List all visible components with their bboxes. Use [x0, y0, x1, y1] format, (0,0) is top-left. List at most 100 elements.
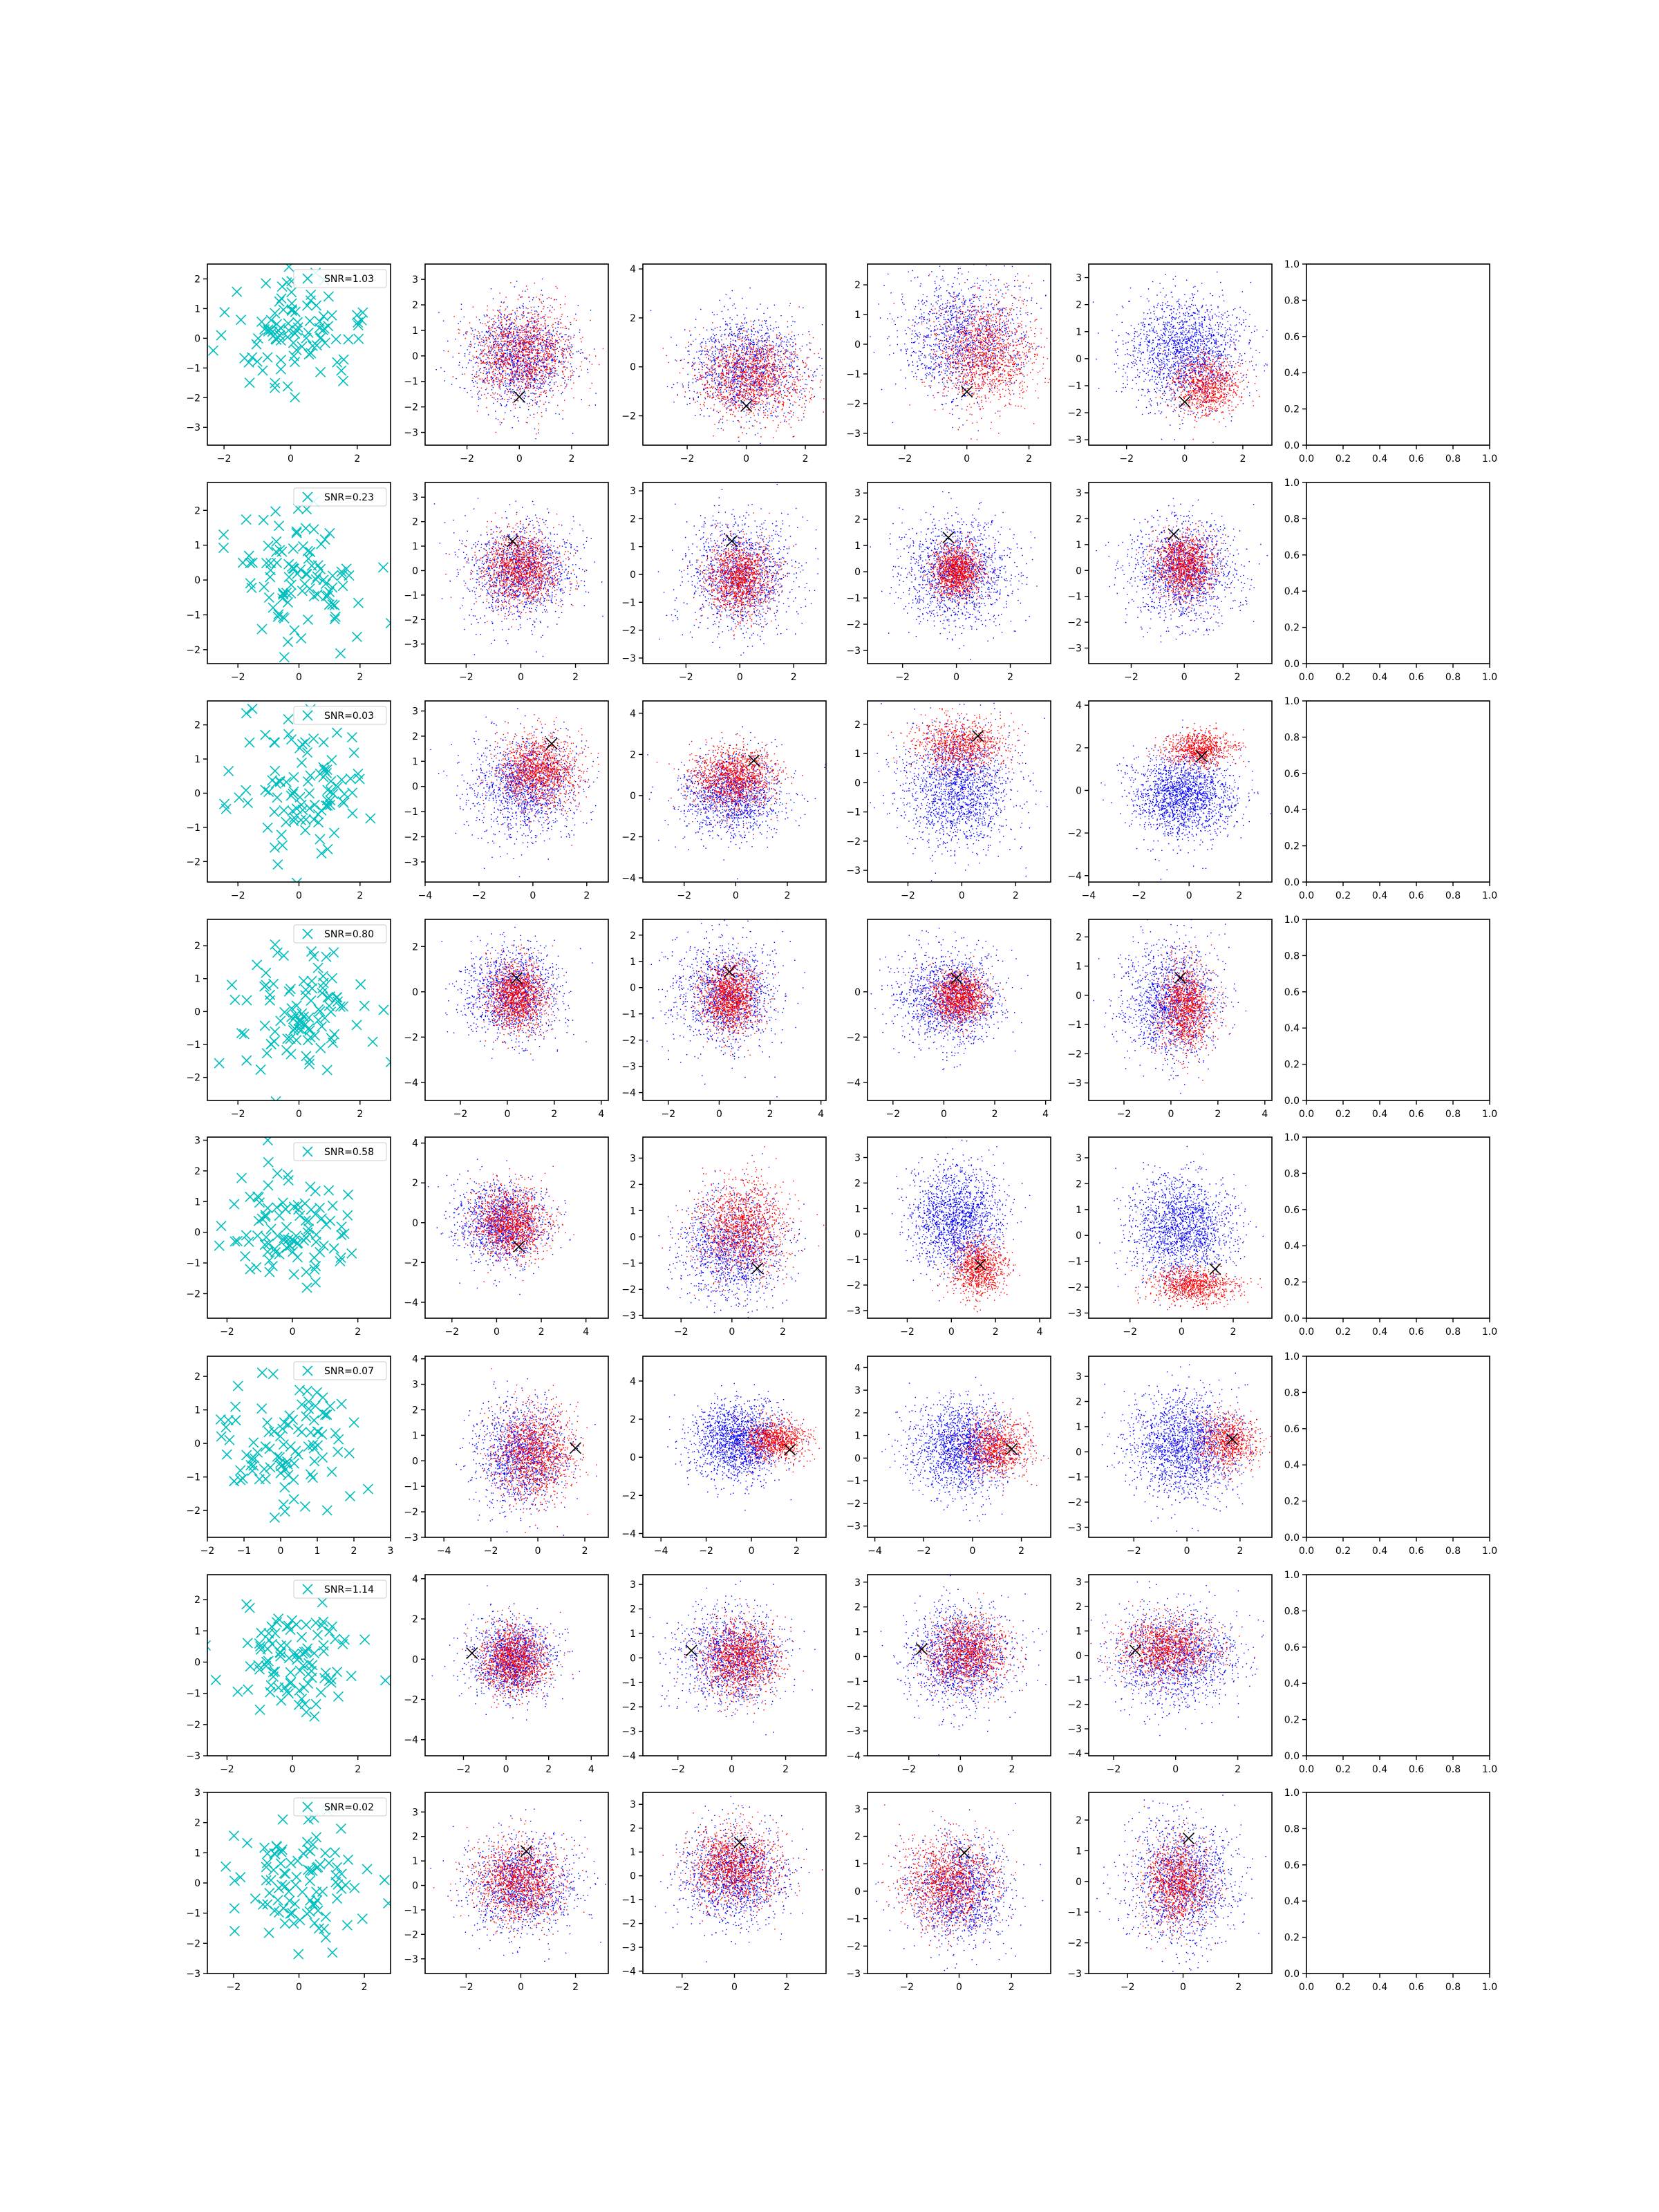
cyan-point [336, 365, 347, 376]
cyan-point [268, 1667, 279, 1678]
cyan-point [248, 1437, 259, 1448]
cyan-point [272, 1895, 283, 1906]
cyan-point [292, 1199, 303, 1211]
cyan-point [332, 1893, 343, 1904]
x-tick-label: −4 [437, 1546, 451, 1557]
cluster-scatter-panel: −4 −2 0 2 −3 −2 −1 0 1 2 3 4 [846, 1356, 1051, 1557]
y-tick-label: 0.0 [1284, 440, 1300, 451]
cyan-point [218, 529, 229, 541]
y-tick-label: 2 [412, 1614, 418, 1625]
cyan-point [315, 768, 326, 779]
cyan-scatter-panel: −2 0 2 −3 −2 −1 0 1 2 SNR=1.03 [186, 263, 391, 465]
cyan-point [303, 1215, 315, 1227]
y-tick-label: 0 [1076, 354, 1082, 365]
cyan-point [301, 1707, 312, 1718]
cyan-point [241, 995, 252, 1006]
cyan-point [256, 1403, 268, 1414]
cyan-point [260, 729, 271, 740]
cyan-point [300, 1215, 311, 1226]
axes-frame [867, 482, 1051, 664]
cyan-point [311, 1886, 322, 1897]
y-tick-label: 3 [412, 274, 418, 285]
y-tick-label: −3 [621, 1942, 636, 1953]
legend-label: SNR=0.23 [324, 492, 374, 503]
cyan-point [223, 1414, 234, 1426]
axes-frame [1306, 482, 1490, 664]
legend-label: SNR=1.14 [324, 1584, 374, 1595]
cyan-point [250, 1893, 261, 1904]
x-tick-label: 0.4 [1372, 453, 1387, 465]
scatter-points [441, 919, 593, 1061]
cyan-point [228, 1830, 240, 1841]
cyan-point [335, 1252, 346, 1264]
cyan-point [309, 1456, 320, 1467]
y-tick-label: 1 [412, 541, 418, 552]
cyan-point [288, 771, 299, 782]
x-tick-label: 2 [1239, 453, 1246, 465]
blue-points [1100, 720, 1271, 880]
y-tick-label: −1 [1067, 592, 1082, 603]
cyan-point [338, 1001, 349, 1012]
cyan-point [274, 776, 285, 787]
axes-frame [1088, 1792, 1273, 1974]
y-tick-label: 2 [194, 941, 200, 952]
y-tick-label: 1 [194, 754, 200, 765]
x-tick-label: 0.6 [1409, 672, 1424, 683]
y-tick-label: 0.8 [1284, 514, 1300, 525]
cluster-scatter-panel: −2 0 2 4 −4 −2 0 2 4 [404, 1574, 609, 1775]
cyan-point [277, 1423, 288, 1434]
y-tick-label: 1 [194, 1848, 200, 1859]
cyan-point [300, 1232, 312, 1244]
cyan-point [328, 827, 339, 838]
x-tick-label: 0.6 [1409, 1546, 1424, 1557]
cyan-point [263, 541, 274, 552]
y-tick-label: −1 [846, 1255, 861, 1266]
x-tick-label: 2 [355, 1327, 361, 1338]
cyan-point [265, 1875, 276, 1886]
y-tick-label: −2 [186, 1720, 200, 1731]
y-tick-label: 4 [630, 709, 636, 720]
x-tick-label: 0 [504, 1109, 510, 1120]
cyan-point [296, 1694, 308, 1705]
y-tick-label: −3 [621, 1311, 636, 1322]
cyan-point [300, 984, 311, 995]
y-tick-label: 0.8 [1284, 732, 1300, 743]
y-tick-label: 2 [630, 1604, 636, 1615]
y-tick-label: 0 [630, 791, 636, 802]
scatter-points [870, 491, 1038, 660]
y-tick-label: 4 [412, 1574, 418, 1585]
y-tick-label: 1.0 [1284, 915, 1300, 926]
cyan-point [229, 1903, 240, 1914]
cyan-point [268, 602, 279, 613]
x-tick-label: 2 [357, 1109, 363, 1120]
legend-box [293, 487, 387, 507]
y-tick-label: −1 [404, 807, 418, 818]
cyan-point [316, 1213, 327, 1224]
cyan-point [385, 617, 391, 629]
cyan-point [272, 947, 283, 958]
cyan-point [346, 1248, 357, 1259]
cyan-point [319, 1923, 330, 1935]
x-tick-label: 0 [290, 1764, 296, 1775]
cyan-point [247, 703, 258, 715]
cyan-point [219, 307, 230, 318]
y-tick-label: 3 [1076, 273, 1082, 284]
cyan-point [294, 1915, 306, 1926]
x-tick-label: −2 [459, 1982, 474, 1993]
x-tick-label: 2 [1235, 1764, 1241, 1775]
x-tick-label: 2 [1230, 1327, 1237, 1338]
y-tick-label: −1 [846, 369, 861, 380]
cyan-point [342, 1210, 353, 1221]
red-points [456, 1165, 574, 1282]
cyan-point [290, 1880, 301, 1891]
cyan-point [221, 1449, 232, 1460]
cyan-point [285, 790, 297, 801]
cyan-point [342, 1854, 354, 1866]
cyan-point [254, 1664, 265, 1675]
cyan-point [326, 776, 337, 787]
cyan-point [284, 1410, 295, 1421]
cyan-point [315, 1042, 326, 1053]
cyan-point [221, 1422, 232, 1433]
cyan-point [353, 320, 364, 331]
axes-frame [642, 482, 827, 664]
